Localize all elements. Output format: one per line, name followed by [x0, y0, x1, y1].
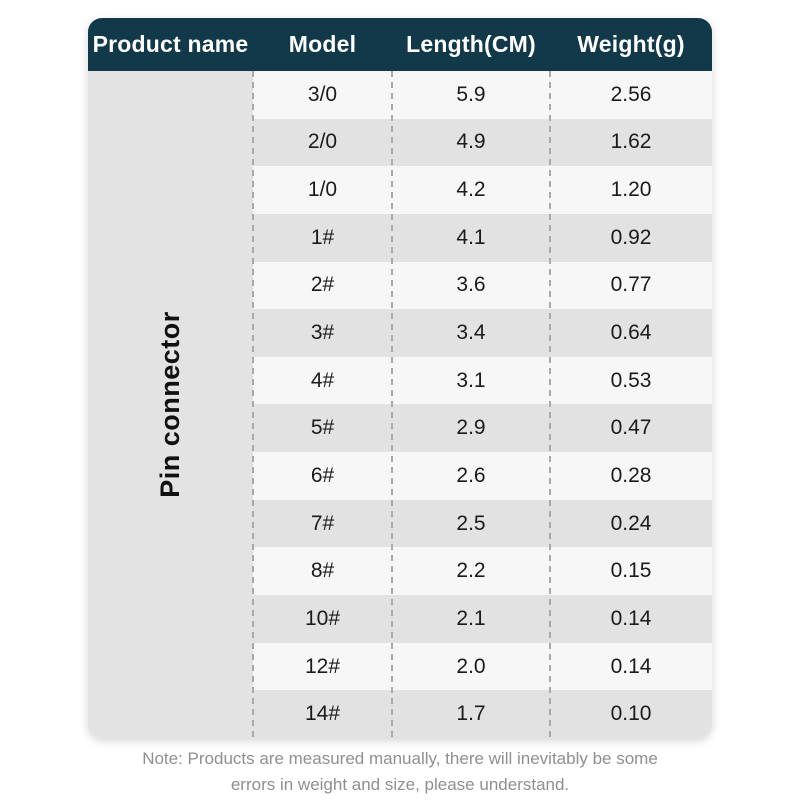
length-cell: 2.9 — [456, 416, 486, 440]
weight-cell: 0.14 — [610, 654, 652, 678]
length-cell: 2.0 — [456, 654, 486, 678]
weight-cell: 0.14 — [610, 606, 652, 630]
model-cell: 10# — [304, 606, 341, 630]
length-cell: 3.4 — [456, 321, 486, 345]
model-cell: 5# — [310, 416, 335, 440]
table-row: 2/0 4.9 1.62 — [253, 118, 712, 167]
weight-cell: 0.64 — [610, 321, 652, 345]
header-model: Model — [288, 31, 357, 57]
length-cell: 3.6 — [456, 273, 486, 297]
table-row: 5# 2.9 0.47 — [253, 404, 712, 453]
length-cell: 4.9 — [456, 130, 486, 154]
model-cell: 2# — [310, 273, 335, 297]
length-cell: 2.6 — [456, 463, 486, 487]
weight-cell: 1.20 — [610, 178, 652, 202]
table-body: Pin connector 3/0 5.9 2.56 2/0 4.9 1.62 … — [88, 71, 712, 738]
weight-cell: 0.53 — [610, 368, 652, 392]
note-line-1: Note: Products are measured manually, th… — [142, 749, 658, 768]
header-weight: Weight(g) — [577, 31, 685, 57]
table-row: 1# 4.1 0.92 — [253, 213, 712, 262]
weight-cell: 0.24 — [610, 511, 652, 535]
model-cell: 6# — [310, 463, 335, 487]
table-row: 12# 2.0 0.14 — [253, 642, 712, 691]
table-row: 1/0 4.2 1.20 — [253, 166, 712, 214]
weight-cell: 1.62 — [610, 130, 652, 154]
model-cell: 14# — [304, 702, 341, 726]
weight-cell: 0.28 — [610, 463, 652, 487]
table-row: 7# 2.5 0.24 — [253, 499, 712, 548]
product-name-column: Pin connector — [88, 71, 253, 738]
length-cell: 3.1 — [456, 368, 486, 392]
table-row: 6# 2.6 0.28 — [253, 452, 712, 500]
table-row: 8# 2.2 0.15 — [253, 547, 712, 596]
model-cell: 2/0 — [307, 130, 338, 154]
table-row: 10# 2.1 0.14 — [253, 595, 712, 643]
model-cell: 3/0 — [307, 82, 338, 106]
weight-cell: 0.15 — [610, 559, 652, 583]
model-cell: 8# — [310, 559, 335, 583]
length-cell: 4.1 — [456, 225, 486, 249]
product-name-label: Pin connector — [155, 311, 185, 498]
model-cell: 3# — [310, 321, 335, 345]
header-length: Length(CM) — [406, 31, 536, 57]
table-rows: 3/0 5.9 2.56 2/0 4.9 1.62 1/0 4.2 1.20 1… — [253, 71, 712, 738]
length-cell: 2.5 — [456, 511, 486, 535]
length-cell: 2.1 — [456, 606, 486, 630]
measurement-note: Note: Products are measured manually, th… — [0, 746, 800, 799]
weight-cell: 0.10 — [610, 702, 652, 726]
length-cell: 4.2 — [456, 178, 486, 202]
table-row: 3/0 5.9 2.56 — [253, 71, 712, 119]
table-row: 3# 3.4 0.64 — [253, 309, 712, 357]
length-cell: 1.7 — [456, 702, 486, 726]
table-header-row: Product name Model Length(CM) Weight(g) — [88, 18, 712, 71]
table-row: 2# 3.6 0.77 — [253, 261, 712, 310]
model-cell: 1/0 — [307, 178, 338, 202]
length-cell: 2.2 — [456, 559, 486, 583]
model-cell: 7# — [310, 511, 335, 535]
header-product-name: Product name — [92, 31, 249, 57]
note-line-2: errors in weight and size, please unders… — [230, 775, 570, 795]
weight-cell: 0.47 — [610, 416, 652, 440]
spec-table: Product name Model Length(CM) Weight(g) … — [88, 18, 712, 738]
model-cell: 1# — [310, 225, 335, 249]
table-row: 14# 1.7 0.10 — [253, 690, 712, 738]
table-row: 4# 3.1 0.53 — [253, 356, 712, 405]
length-cell: 5.9 — [456, 82, 486, 106]
weight-cell: 2.56 — [610, 82, 652, 106]
weight-cell: 0.92 — [610, 225, 652, 249]
model-cell: 4# — [310, 368, 335, 392]
model-cell: 12# — [304, 654, 341, 678]
weight-cell: 0.77 — [610, 273, 652, 297]
